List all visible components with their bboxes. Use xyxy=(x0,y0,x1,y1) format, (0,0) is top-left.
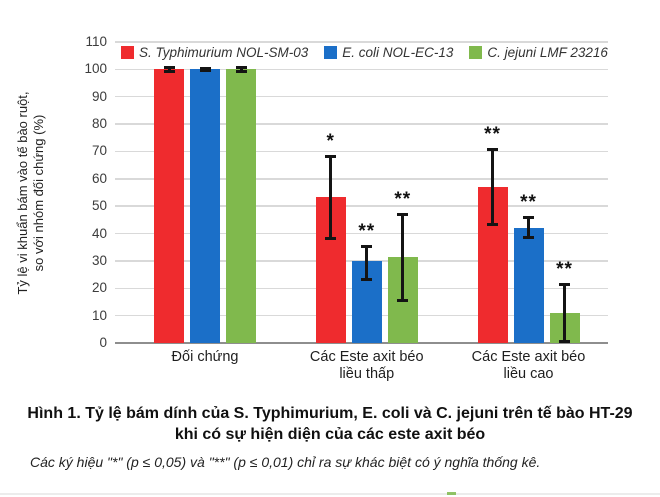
bar-red-group1 xyxy=(154,69,184,343)
gridline-70 xyxy=(115,150,608,153)
error-bar-cap-top xyxy=(199,66,211,70)
error-bar-line xyxy=(239,66,243,73)
legend-label: C. jejuni LMF 23216 xyxy=(487,45,608,60)
y-tick-label-40: 40 xyxy=(91,225,107,241)
x-category-label-line: Đối chứng xyxy=(171,349,239,365)
error-bar-cap-bottom xyxy=(523,235,534,239)
cropped-artifact xyxy=(447,492,456,495)
y-tick-label-10: 10 xyxy=(91,307,107,323)
error-bar-line xyxy=(491,148,494,226)
error-bar-cap-top xyxy=(325,154,337,158)
x-category-label-line: Các Este axit béo xyxy=(309,349,424,365)
x-category-label-3: Các Este axit béo liều cao xyxy=(444,349,614,382)
y-tick-label-20: 20 xyxy=(91,280,107,296)
y-tick-label-80: 80 xyxy=(91,116,107,132)
error-bar-cap-bottom xyxy=(235,70,247,74)
error-bar-cap-bottom xyxy=(559,339,570,343)
x-category-label-line: liều cao xyxy=(503,365,554,382)
x-category-label-1: Đối chứng xyxy=(120,349,290,366)
y-tick-label-110: 110 xyxy=(85,34,107,49)
significance-marker-2star: ** xyxy=(484,123,501,145)
error-bar-cap-bottom xyxy=(487,223,498,227)
plot-area: * ** ** ** ** ** xyxy=(115,41,608,344)
gridline-0 xyxy=(115,342,608,344)
y-tick-label-60: 60 xyxy=(91,170,107,186)
bar-blue-group3 xyxy=(513,228,544,343)
gridline-30 xyxy=(115,260,608,262)
gridline-80 xyxy=(115,123,608,125)
x-category-label-line: liều thấp xyxy=(339,365,395,382)
legend-label: S. Typhimurium NOL-SM-03 xyxy=(139,45,309,60)
significance-marker-2star: ** xyxy=(394,189,412,211)
error-bar-line xyxy=(329,155,333,239)
legend-label: E. coli NOL-EC-13 xyxy=(342,45,454,60)
legend-item-s-typhimurium: S. Typhimurium NOL-SM-03 xyxy=(121,45,308,60)
error-bar-cap-top xyxy=(235,65,247,69)
error-bar-line xyxy=(401,214,405,301)
caption-line1: Hình 1. Tỷ lệ bám dính của S. Typhimuriu… xyxy=(27,405,633,422)
error-bar-cap-top xyxy=(397,213,409,217)
error-bar-cap-bottom xyxy=(325,237,337,241)
error-bar-cap-top xyxy=(487,147,498,151)
caption-line2: khi có sự hiện diện của các este axit bé… xyxy=(174,426,486,443)
y-tick-label-30: 30 xyxy=(91,252,107,268)
error-bar-cap-bottom xyxy=(199,68,211,72)
bottom-divider xyxy=(0,493,660,495)
significance-marker-2star: ** xyxy=(358,220,376,242)
gridline-40 xyxy=(115,232,608,235)
error-bar-cap-bottom xyxy=(361,278,373,282)
significance-marker-1star: * xyxy=(326,130,335,152)
figure-caption: Hình 1. Tỷ lệ bám dính của S. Typhimuriu… xyxy=(0,403,660,445)
error-bar-cap-bottom xyxy=(397,298,409,302)
gridline-90 xyxy=(115,95,608,98)
bar-blue-group1 xyxy=(190,69,220,343)
legend-swatch-green-icon xyxy=(469,46,483,59)
error-bar-cap-top xyxy=(523,216,534,220)
error-bar-line xyxy=(365,245,369,281)
legend-swatch-blue-icon xyxy=(324,46,338,59)
bar-green-group1 xyxy=(226,69,256,343)
error-bar-cap-top xyxy=(163,65,175,69)
y-tick-label-100: 100 xyxy=(84,61,107,77)
gridline-100 xyxy=(115,68,608,71)
legend-item-c-jejuni: C. jejuni LMF 23216 xyxy=(469,45,608,60)
gridline-50 xyxy=(115,205,608,207)
y-tick-label-50: 50 xyxy=(91,198,107,214)
y-tick-label-90: 90 xyxy=(91,88,107,104)
legend-swatch-red-icon xyxy=(121,46,134,59)
error-bar-cap-top xyxy=(361,244,373,248)
error-bar-line xyxy=(563,284,566,342)
gridline-60 xyxy=(115,178,608,180)
error-bar-line xyxy=(167,66,171,73)
legend: S. Typhimurium NOL-SM-03 E. coli NOL-EC-… xyxy=(121,45,608,60)
x-category-label-2: Các Este axit béo liều thấp xyxy=(282,349,452,382)
y-axis-ticks: 0 10 20 30 40 50 60 70 80 90 100 110 xyxy=(0,34,107,350)
y-tick-label-70: 70 xyxy=(91,143,107,159)
y-tick-label-0: 0 xyxy=(99,335,107,350)
error-bar-line xyxy=(527,217,530,238)
gridline-110 xyxy=(115,41,608,43)
legend-item-e-coli: E. coli NOL-EC-13 xyxy=(324,45,453,60)
x-category-label-line: Các Este axit béo xyxy=(471,349,586,365)
error-bar-cap-bottom xyxy=(163,70,175,74)
error-bar-cap-top xyxy=(559,283,570,287)
significance-marker-2star: ** xyxy=(556,259,573,281)
significance-marker-2star: ** xyxy=(520,192,537,214)
footnote: Các ký hiệu "*" (p ≤ 0,05) và "**" (p ≤ … xyxy=(30,454,541,470)
